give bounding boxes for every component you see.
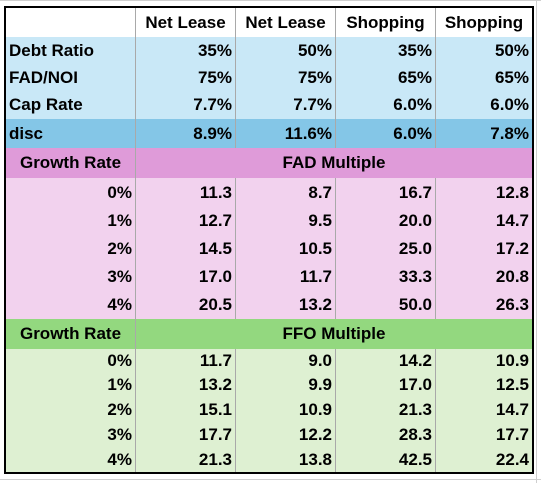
param-cell[interactable]: 65%	[336, 64, 436, 91]
header-net-lease-2[interactable]: Net Lease	[236, 8, 336, 37]
param-cell[interactable]: 7.7%	[136, 91, 236, 119]
param-cell[interactable]: 75%	[136, 64, 236, 91]
ffo-value-cell[interactable]: 22.4	[495, 450, 529, 469]
ffo-value-cell[interactable]: 10.9	[495, 351, 529, 370]
fad-value-cell[interactable]: 20.5	[136, 291, 236, 319]
fad-value-cell[interactable]: 9.5	[236, 207, 336, 235]
param-row-cap-rate: Cap Rate 7.7% 7.7% 6.0% 6.0%	[6, 91, 532, 121]
fad-value-cell[interactable]: 11.3	[136, 178, 236, 207]
fad-value-cell[interactable]: 17.0	[136, 263, 236, 291]
param-cell[interactable]: 7.7%	[236, 91, 336, 119]
ffo-value-cell[interactable]: 11.7	[136, 349, 236, 373]
fad-section-header: Growth Rate FAD Multiple	[6, 148, 532, 180]
ffo-value-cell[interactable]: 14.2	[336, 349, 436, 373]
fad-growth-cell[interactable]: 4%	[6, 291, 136, 319]
fad-multiple-title[interactable]: FAD Multiple	[282, 153, 386, 172]
ffo-value-cell[interactable]: 28.3	[336, 422, 436, 448]
param-cell[interactable]: 6.0%	[336, 91, 436, 119]
ffo-value-cell[interactable]: 10.9	[236, 397, 336, 422]
ffo-row: 0% 11.7 9.0 14.2 10.9	[6, 349, 532, 373]
disc-cell[interactable]: 6.0%	[336, 119, 436, 148]
fad-row: 2% 14.5 10.5 25.0 17.2	[6, 235, 532, 263]
fad-row: 1% 12.7 9.5 20.0 14.7	[6, 207, 532, 235]
param-cell[interactable]: 35%	[336, 37, 436, 64]
disc-label[interactable]: disc	[6, 119, 136, 148]
fad-growth-cell[interactable]: 2%	[6, 235, 136, 263]
param-cell[interactable]: 6.0%	[490, 95, 529, 114]
disc-cell[interactable]: 7.8%	[490, 123, 529, 143]
param-row-debt-ratio: Debt Ratio 35% 50% 35% 50%	[6, 37, 532, 64]
header-row: Net Lease Net Lease Shopping Shopping	[6, 8, 532, 39]
fad-value-cell[interactable]: 16.7	[336, 178, 436, 207]
ffo-value-cell[interactable]: 9.0	[236, 349, 336, 373]
fad-row: 4% 20.5 13.2 50.0 26.3	[6, 291, 532, 321]
ffo-value-cell[interactable]: 12.5	[495, 375, 529, 394]
fad-value-cell[interactable]: 26.3	[495, 295, 529, 314]
fad-growth-cell[interactable]: 3%	[6, 263, 136, 291]
ffo-row: 3% 17.7 12.2 28.3 17.7	[6, 422, 532, 448]
ffo-growth-rate-label[interactable]: Growth Rate	[6, 319, 136, 349]
fad-value-cell[interactable]: 50.0	[336, 291, 436, 319]
fad-value-cell[interactable]: 11.7	[236, 263, 336, 291]
ffo-growth-cell[interactable]: 1%	[6, 373, 136, 397]
fad-row: 0% 11.3 8.7 16.7 12.8	[6, 178, 532, 207]
param-cell[interactable]: 75%	[236, 64, 336, 91]
ffo-value-cell[interactable]: 14.7	[495, 399, 529, 419]
fad-value-cell[interactable]: 12.8	[495, 182, 529, 202]
fad-row: 3% 17.0 11.7 33.3 20.8	[6, 263, 532, 291]
header-shopping-2[interactable]: Shopping	[444, 12, 524, 32]
fad-growth-cell[interactable]: 1%	[6, 207, 136, 235]
ffo-growth-cell[interactable]: 4%	[6, 448, 136, 472]
fad-value-cell[interactable]: 20.8	[495, 267, 529, 286]
ffo-value-cell[interactable]: 12.2	[236, 422, 336, 448]
fad-value-cell[interactable]: 10.5	[236, 235, 336, 263]
ffo-value-cell[interactable]: 17.7	[136, 422, 236, 448]
fad-value-cell[interactable]: 14.5	[136, 235, 236, 263]
param-label[interactable]: Debt Ratio	[6, 37, 136, 64]
ffo-value-cell[interactable]: 21.3	[336, 397, 436, 422]
disc-cell[interactable]: 11.6%	[236, 119, 336, 148]
param-row-fad-noi: FAD/NOI 75% 75% 65% 65%	[6, 64, 532, 91]
ffo-row: 4% 21.3 13.8 42.5 22.4	[6, 448, 532, 472]
fad-growth-rate-label[interactable]: Growth Rate	[6, 148, 136, 178]
ffo-section-header: Growth Rate FFO Multiple	[6, 319, 532, 351]
ffo-row: 1% 13.2 9.9 17.0 12.5	[6, 373, 532, 397]
param-cell[interactable]: 50%	[236, 37, 336, 64]
fad-value-cell[interactable]: 25.0	[336, 235, 436, 263]
param-cell[interactable]: 50%	[494, 40, 529, 60]
fad-value-cell[interactable]: 33.3	[336, 263, 436, 291]
ffo-growth-cell[interactable]: 3%	[6, 422, 136, 448]
ffo-growth-cell[interactable]: 2%	[6, 397, 136, 422]
ffo-value-cell[interactable]: 13.2	[136, 373, 236, 397]
ffo-value-cell[interactable]: 13.8	[236, 448, 336, 472]
disc-row: disc 8.9% 11.6% 6.0% 7.8%	[6, 119, 532, 150]
ffo-growth-cell[interactable]: 0%	[6, 349, 136, 373]
param-label[interactable]: Cap Rate	[6, 91, 136, 119]
ffo-row: 2% 15.1 10.9 21.3 14.7	[6, 397, 532, 422]
ffo-value-cell[interactable]: 15.1	[136, 397, 236, 422]
fad-growth-cell[interactable]: 0%	[6, 178, 136, 207]
disc-cell[interactable]: 8.9%	[136, 119, 236, 148]
ffo-value-cell[interactable]: 17.7	[495, 425, 529, 444]
fad-value-cell[interactable]: 12.7	[136, 207, 236, 235]
ffo-value-cell[interactable]: 21.3	[136, 448, 236, 472]
fad-value-cell[interactable]: 13.2	[236, 291, 336, 319]
ffo-value-cell[interactable]: 17.0	[336, 373, 436, 397]
multiples-table: Net Lease Net Lease Shopping Shopping De…	[4, 6, 534, 474]
fad-value-cell[interactable]: 20.0	[336, 207, 436, 235]
header-blank-cell[interactable]	[6, 8, 136, 37]
param-label[interactable]: FAD/NOI	[6, 64, 136, 91]
param-cell[interactable]: 65%	[494, 67, 529, 87]
ffo-value-cell[interactable]: 42.5	[336, 448, 436, 472]
header-shopping-1[interactable]: Shopping	[336, 8, 436, 37]
fad-value-cell[interactable]: 14.7	[495, 211, 529, 230]
fad-value-cell[interactable]: 17.2	[495, 239, 529, 258]
ffo-value-cell[interactable]: 9.9	[236, 373, 336, 397]
fad-value-cell[interactable]: 8.7	[236, 178, 336, 207]
ffo-multiple-title[interactable]: FFO Multiple	[282, 324, 386, 343]
param-cell[interactable]: 35%	[136, 37, 236, 64]
header-net-lease-1[interactable]: Net Lease	[136, 8, 236, 37]
